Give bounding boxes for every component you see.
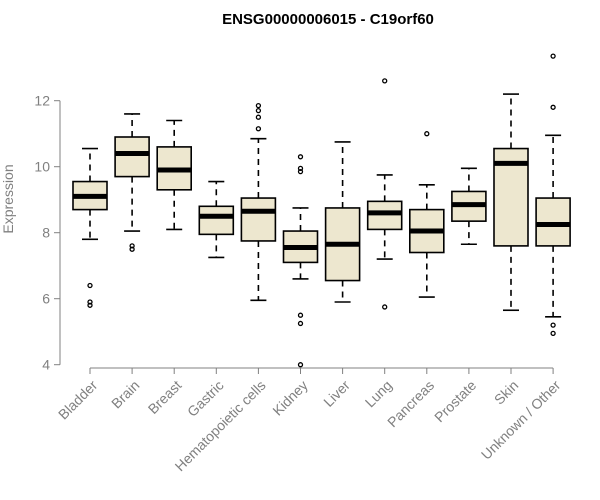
x-tick-label: Lung [362,377,395,410]
boxes-group [72,53,571,368]
outlier-point [87,282,93,289]
chart-title: ENSG00000006015 - C19orf60 [222,11,434,28]
outlier-point [297,320,304,327]
outlier-point [87,299,93,305]
box-pancreas [408,131,445,298]
outlier-point [424,131,430,137]
x-tick-label: Skin [491,377,522,408]
outlier-point [550,104,556,110]
outlier-point [382,78,388,84]
outlier-point [129,246,135,252]
x-tick-label: Prostate [431,377,479,425]
x-tick-label: Liver [320,377,353,410]
box-liver [324,141,361,303]
outlier-point [255,126,262,132]
iqr-box [114,136,150,178]
x-tick-label: Brain [108,377,142,411]
iqr-box [198,205,235,236]
x-tick-label: Breast [145,377,185,417]
outlier-point [255,103,262,109]
y-tick-label: 6 [42,291,50,307]
outlier-point [297,312,304,318]
outlier-point [297,154,304,160]
y-tick-label: 12 [34,93,50,109]
box-breast [156,119,192,231]
outlier-point [297,362,304,368]
outlier-point [550,322,556,328]
outlier-point [87,302,93,308]
box-hematopoietic-cells [240,103,277,302]
x-tick-label: Pancreas [384,377,437,430]
box-skin [493,93,529,312]
box-bladder [72,147,108,308]
outlier-point [382,304,388,310]
outlier-point [255,107,262,114]
y-tick-label: 8 [42,225,50,241]
y-tick-label: 4 [42,357,50,373]
x-tick-label: Kidney [269,377,311,419]
y-axis-label: Expression [0,164,16,233]
outlier-point [129,243,135,249]
box-unknown-other [535,53,571,337]
box-gastric [198,180,235,259]
outlier-point [550,53,556,59]
y-axis: 4 6 8 10 12 [34,93,61,373]
outlier-point [255,114,262,120]
iqr-box [240,197,277,242]
box-lung [366,78,403,310]
outlier-point [297,165,304,172]
box-prostate [451,167,487,246]
x-tick-label: Bladder [55,377,101,423]
box-kidney [282,154,319,368]
outlier-point [550,330,556,337]
y-tick-label: 10 [34,159,50,175]
x-tick-label: Unknown / Other [478,377,564,463]
outlier-point [297,168,304,175]
box-brain [114,113,150,252]
